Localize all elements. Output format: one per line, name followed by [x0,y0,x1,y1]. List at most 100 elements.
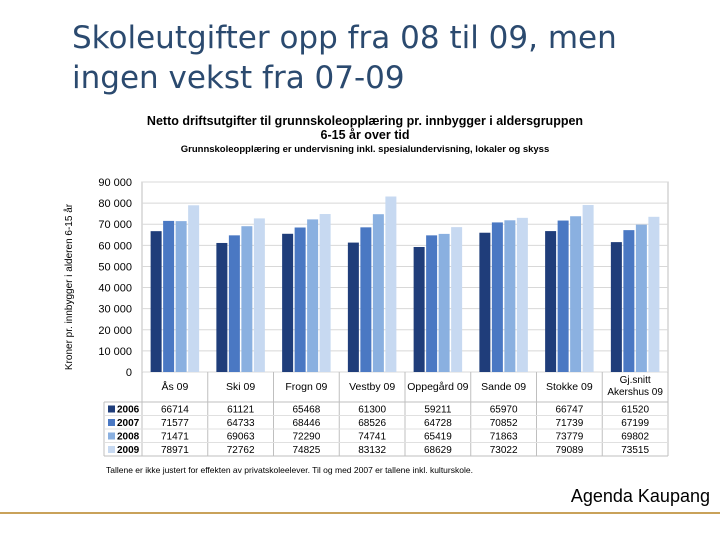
y-tick-label: 40 000 [98,283,132,295]
bar-2009-6 [516,217,528,372]
slide-title-line-2: ingen vekst fra 07-09 [72,60,405,96]
data-label: 71471 [161,432,189,443]
data-label: 61520 [621,405,649,416]
data-label: 67199 [621,418,649,429]
data-label: 70852 [490,418,518,429]
data-label: 69802 [621,432,649,443]
bar-2006-5 [413,246,425,372]
bar-2006-6 [479,232,491,372]
data-label: 73779 [555,432,583,443]
legend-label-2007: 2007 [117,418,140,429]
bar-2008-6 [504,220,516,372]
bar-2007-3 [294,227,306,372]
bar-2007-4 [360,227,372,372]
footer-brand: Agenda Kaupang [570,486,710,506]
x-tick-label: Stokke 09 [546,381,593,393]
data-label: 61300 [358,405,386,416]
y-tick-label: 90 000 [98,177,132,189]
bar-2008-7 [570,216,582,372]
footer-divider [0,512,720,514]
bar-2009-3 [319,214,331,372]
data-label: 74825 [292,445,320,456]
legend-swatch-2007 [108,419,115,426]
data-label: 68526 [358,418,386,429]
y-tick-label: 20 000 [98,325,132,337]
legend-label-2008: 2008 [117,432,140,443]
bar-2008-3 [307,219,319,372]
bar-2007-1 [163,220,175,372]
bar-2009-1 [188,205,200,372]
bar-2008-4 [372,214,384,372]
data-label: 74741 [358,432,386,443]
y-axis-label: Kroner pr. innbygger i alderen 6-15 år [63,203,75,370]
data-label: 59211 [424,405,452,416]
bar-2006-2 [216,242,228,372]
y-tick-label: 30 000 [98,304,132,316]
bar-2006-4 [347,242,359,372]
bar-2007-8 [623,230,635,372]
y-tick-label: 80 000 [98,198,132,210]
x-tick-label: Oppegård 09 [407,381,468,393]
y-tick-label: 50 000 [98,261,132,273]
data-label: 78971 [161,445,189,456]
x-tick-label: Frogn 09 [285,381,327,393]
bar-chart: Netto driftsutgifter til grunnskoleopplæ… [63,114,669,475]
legend-swatch-2008 [108,432,115,440]
data-label: 71863 [490,432,518,443]
chart-title-line-1: Netto driftsutgifter til grunnskoleopplæ… [147,114,583,128]
data-label: 65468 [292,405,320,416]
bar-2009-7 [582,205,594,372]
data-label: 79089 [555,445,583,456]
chart-title-line-2: 6-15 år over tid [321,128,410,142]
slide-title-line-1: Skoleutgifter opp fra 08 til 09, men [72,20,617,56]
x-tick-label: Vestby 09 [349,381,395,393]
x-tick-label: Ski 09 [226,381,255,393]
bar-2009-2 [253,218,265,372]
data-label: 69063 [227,432,255,443]
bar-2006-8 [610,242,622,372]
legend-swatch-2006 [108,405,115,413]
data-label: 73515 [621,445,649,456]
legend-label-2009: 2009 [117,445,140,456]
data-label: 72290 [292,432,320,443]
slide-title: Skoleutgifter opp fra 08 til 09, men ing… [72,18,692,98]
data-label: 65419 [424,432,452,443]
y-tick-label: 0 [126,367,132,379]
bar-2006-3 [282,233,294,372]
y-tick-label: 60 000 [98,240,132,252]
bar-2009-8 [648,216,660,372]
data-label: 71577 [161,418,189,429]
bar-2007-5 [426,235,438,372]
x-tick-label: Akershus 09 [607,387,663,398]
data-label: 68629 [424,445,452,456]
data-label: 64733 [227,418,255,429]
chart-subtitle: Grunnskoleopplæring er undervisning inkl… [181,144,549,155]
bar-2006-7 [545,231,557,372]
data-label: 66714 [161,405,189,416]
legend-swatch-2009 [108,446,115,453]
bar-2009-4 [385,196,397,372]
bar-2007-6 [491,222,503,372]
x-tick-label: Ås 09 [161,380,188,393]
bar-2008-1 [175,221,187,372]
data-label: 61121 [227,405,255,416]
data-label: 73022 [490,445,518,456]
data-label: 64728 [424,418,452,429]
bar-2008-8 [635,224,647,372]
data-label: 83132 [358,445,386,456]
bar-2008-2 [241,226,253,372]
bar-2009-5 [451,227,463,372]
bar-2007-2 [228,235,240,372]
bar-2008-5 [438,233,450,372]
y-tick-label: 70 000 [98,219,132,231]
x-tick-label: Sande 09 [481,381,526,393]
data-label: 71739 [555,418,583,429]
legend-label-2006: 2006 [117,405,140,416]
x-tick-label: Gj.snitt [620,375,651,386]
bar-2006-1 [150,231,162,372]
data-label: 66747 [555,405,583,416]
data-label: 68446 [292,418,320,429]
y-tick-label: 10 000 [98,346,132,358]
chart-footnote: Tallene er ikke justert for effekten av … [106,465,473,475]
data-label: 72762 [227,445,255,456]
